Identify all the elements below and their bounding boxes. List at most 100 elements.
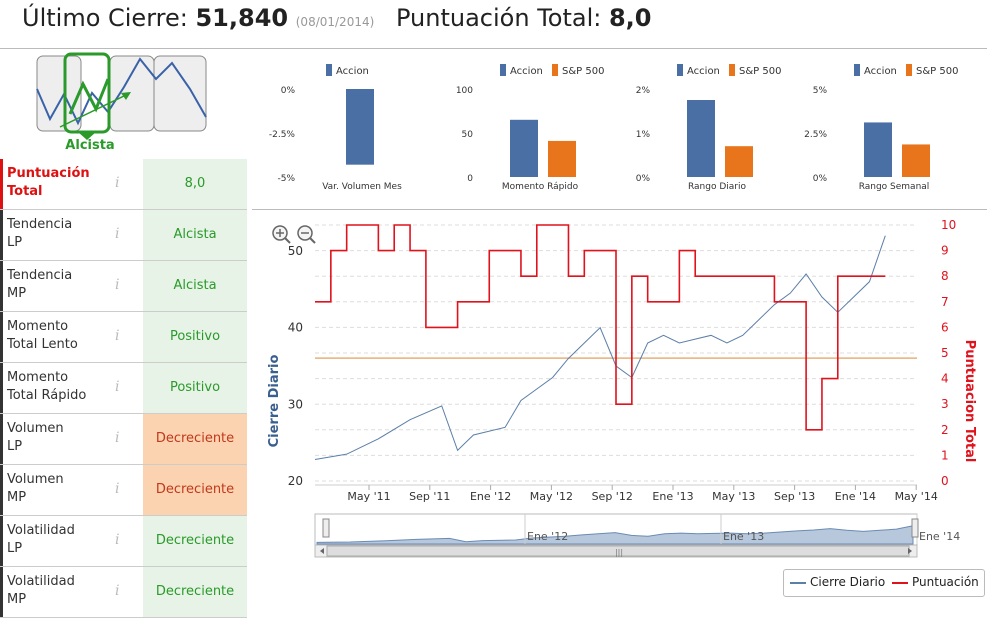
mini-chart-2: Accion S&P 500 100 50 0 Momento Rápido — [430, 49, 610, 209]
y-tick-label: 50 — [462, 130, 474, 140]
criteria-value: 8,0 — [143, 159, 247, 209]
info-icon[interactable]: i — [115, 328, 120, 344]
info-icon[interactable]: i — [115, 430, 120, 446]
navigator-label: Ene '13 — [723, 530, 764, 543]
mini-chart-3: Accion S&P 500 2% 1% 0% Rango Diario — [607, 49, 787, 209]
info-icon[interactable]: i — [115, 583, 120, 599]
criteria-row: Volatilidad MP i Decreciente — [0, 567, 247, 618]
criteria-table: Puntuación Total i 8,0 Tendencia LP i Alcista Te… — [0, 159, 247, 618]
info-icon[interactable]: i — [115, 379, 120, 395]
legend-swatch — [326, 64, 332, 76]
right-tick-label: 0 — [941, 474, 949, 488]
legend-label[interactable]: Accion — [687, 66, 720, 77]
criteria-name-line1: Volumen — [7, 472, 64, 487]
criteria-value: Decreciente — [143, 465, 247, 515]
info-icon[interactable]: i — [115, 226, 120, 242]
info-icon[interactable]: i — [115, 481, 120, 497]
last-close-value: 51,840 — [195, 4, 289, 32]
criteria-row: Volumen MP i Decreciente — [0, 465, 247, 516]
navigator-grip-icon[interactable]: ||| — [615, 548, 623, 557]
bar-sp500 — [725, 146, 753, 177]
criteria-name-line2: Total Lento — [7, 337, 78, 352]
trend-panel-right — [153, 55, 207, 132]
trend-indicator: Alcista — [0, 49, 247, 159]
x-tick-label: Ene '12 — [470, 490, 511, 503]
right-tick-label: 9 — [941, 244, 949, 258]
criteria-name-line1: Tendencia — [7, 268, 73, 283]
legend-puntuacion-swatch — [892, 582, 908, 584]
trend-arrow-head-icon — [121, 92, 131, 100]
criteria-name-line2: MP — [7, 286, 27, 301]
legend-label[interactable]: Accion — [510, 66, 543, 77]
legend-swatch — [500, 64, 506, 76]
last-close: Último Cierre: 51,840 (08/01/2014) — [22, 4, 374, 32]
info-icon[interactable]: i — [115, 277, 120, 293]
y-tick-label: 0% — [813, 174, 828, 184]
criteria-row: Tendencia LP i Alcista — [0, 210, 247, 261]
x-tick-label: Sep '11 — [409, 490, 450, 503]
criteria-value: Positivo — [143, 363, 247, 413]
x-tick-label: Ene '14 — [835, 490, 876, 503]
criteria-name: Volatilidad LP — [0, 516, 143, 566]
criteria-name-line1: Tendencia — [7, 217, 73, 232]
navigator-right-handle[interactable] — [911, 518, 919, 538]
legend-swatch — [677, 64, 683, 76]
left-tick-label: 50 — [288, 244, 303, 258]
cierre-diario-line — [314, 235, 886, 461]
navigator[interactable]: Ene '12 Ene '13 Ene '14 ||| — [314, 513, 960, 558]
trend-arrow-icon — [59, 93, 129, 128]
right-tick-label: 2 — [941, 423, 949, 437]
x-tick-label: Sep '13 — [774, 490, 815, 503]
legend-label[interactable]: S&P 500 — [916, 66, 958, 77]
bar-accion — [687, 100, 715, 177]
navigator-scroll-left-icon[interactable] — [320, 548, 324, 554]
legend-label[interactable]: Accion — [864, 66, 897, 77]
mini-charts: Accion 0% -2.5% -5% Var. Volumen Mes Accion S… — [252, 49, 987, 210]
left-tick-label: 20 — [288, 474, 303, 488]
y-tick-label: 0% — [281, 86, 296, 96]
navigator-area — [316, 525, 914, 545]
total-score-label: Puntuación Total: — [396, 4, 602, 32]
mini-chart-1: Accion 0% -2.5% -5% Var. Volumen Mes — [252, 49, 432, 209]
criteria-name-line2: LP — [7, 235, 23, 250]
legend-label[interactable]: S&P 500 — [739, 66, 781, 77]
criteria-row: Tendencia MP i Alcista — [0, 261, 247, 312]
info-icon[interactable]: i — [115, 175, 120, 191]
criteria-name: Volumen LP — [0, 414, 143, 464]
legend-label[interactable]: Accion — [336, 66, 369, 77]
zoom-out-icon[interactable] — [297, 225, 316, 244]
x-tick-label: May '11 — [347, 490, 390, 503]
legend-swatch — [906, 64, 912, 76]
criteria-name: Momento Total Lento — [0, 312, 143, 362]
y-tick-label: -5% — [277, 174, 295, 184]
criteria-name-line1: Puntuación — [7, 166, 90, 181]
total-score-value: 8,0 — [608, 4, 652, 32]
criteria-name-line2: Total — [7, 184, 43, 199]
trend-zigzag-icon — [68, 78, 110, 115]
trend-label: Alcista — [65, 138, 115, 153]
criteria-name-line1: Momento — [7, 370, 69, 385]
y-tick-label: 5% — [813, 86, 828, 96]
right-tick-label: 10 — [941, 218, 956, 232]
criteria-name: Tendencia LP — [0, 210, 143, 260]
y-tick-label: 2% — [636, 86, 651, 96]
mini-chart-title: Var. Volumen Mes — [322, 182, 402, 192]
criteria-name-line2: LP — [7, 439, 23, 454]
criteria-name-line2: MP — [7, 592, 27, 607]
x-tick-label: May '12 — [530, 490, 573, 503]
zoom-in-icon[interactable] — [272, 225, 291, 244]
right-axis-title: Puntuacion Total — [962, 340, 977, 463]
navigator-scroll-right-icon[interactable] — [908, 548, 912, 554]
x-tick-label: May '14 — [895, 490, 938, 503]
info-icon[interactable]: i — [115, 532, 120, 548]
legend-cierre-label[interactable]: Cierre Diario — [810, 575, 886, 589]
right-tick-label: 6 — [941, 320, 949, 334]
legend-puntuacion-label[interactable]: Puntuación — [912, 575, 979, 589]
puntuacion-line — [315, 224, 886, 431]
navigator-labels: Ene '12 Ene '13 Ene '14 — [524, 514, 960, 544]
criteria-name-line1: Volumen — [7, 421, 64, 436]
navigator-left-handle[interactable] — [322, 518, 330, 538]
legend-label[interactable]: S&P 500 — [562, 66, 604, 77]
right-tick-label: 5 — [941, 346, 949, 360]
